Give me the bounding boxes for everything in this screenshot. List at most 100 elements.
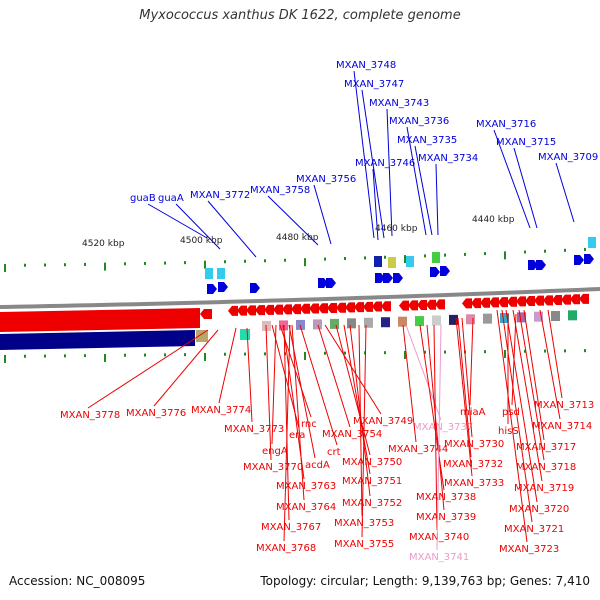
tick-mark-bottom bbox=[384, 351, 386, 355]
annotation-box bbox=[568, 310, 577, 321]
leader-line-top bbox=[207, 200, 257, 258]
tick-mark-top bbox=[524, 250, 526, 254]
leader-line-bottom bbox=[455, 317, 473, 477]
leader-line-bottom bbox=[469, 317, 474, 406]
leader-line-bottom bbox=[436, 324, 442, 551]
gene-label-top: MXAN_3772 bbox=[190, 190, 250, 201]
leader-line-bottom bbox=[324, 324, 382, 415]
tick-mark-top bbox=[124, 262, 126, 266]
annotation-box bbox=[205, 268, 213, 279]
gene-label-bottom: miaA bbox=[460, 407, 486, 418]
gene-label-bottom: acdA bbox=[305, 460, 330, 471]
tick-mark-bottom bbox=[244, 352, 246, 356]
reverse-gene-arrow bbox=[273, 304, 283, 315]
annotation-box bbox=[388, 257, 396, 268]
tick-mark-top bbox=[84, 262, 86, 266]
tick-mark-top bbox=[224, 260, 226, 264]
leader-line-bottom bbox=[457, 317, 472, 458]
tick-mark-bottom bbox=[424, 350, 426, 354]
tick-mark-bottom bbox=[504, 349, 506, 358]
gene-label-bottom: MXAN_3770 bbox=[243, 462, 303, 473]
gene-label-bottom: MXAN_3723 bbox=[499, 544, 559, 555]
gene-label-top: MXAN_3758 bbox=[250, 185, 310, 196]
scale-tick-label: 4500 kbp bbox=[180, 236, 223, 246]
annotation-box bbox=[240, 329, 250, 340]
reverse-gene-arrow bbox=[516, 296, 526, 307]
forward-gene-arrow bbox=[326, 278, 336, 288]
gene-label-top: MXAN_3735 bbox=[397, 135, 457, 146]
tick-mark-bottom bbox=[144, 353, 146, 357]
gene-label-top: MXAN_3747 bbox=[344, 79, 404, 90]
reverse-gene-arrow bbox=[525, 296, 535, 307]
gene-label-bottom: MXAN_3751 bbox=[342, 476, 402, 487]
annotation-box bbox=[588, 237, 596, 248]
annotation-box bbox=[347, 318, 356, 329]
leader-line-top bbox=[147, 203, 208, 239]
tick-mark-top bbox=[204, 260, 206, 269]
reverse-gene-arrow bbox=[471, 298, 481, 309]
gene-label-bottom: MXAN_3717 bbox=[516, 442, 576, 453]
gene-label-top: MXAN_3734 bbox=[418, 153, 478, 164]
leader-line-bottom bbox=[361, 324, 367, 538]
gene-label-bottom: MXAN_3733 bbox=[444, 478, 504, 489]
gene-label-bottom: MXAN_3718 bbox=[516, 462, 576, 473]
reverse-gene-arrow bbox=[237, 305, 247, 316]
tick-mark-bottom bbox=[44, 354, 46, 358]
leader-line-bottom bbox=[523, 309, 545, 441]
gene-label-bottom: MXAN_3741 bbox=[409, 552, 469, 563]
tick-mark-top bbox=[184, 261, 186, 265]
tick-mark-top bbox=[544, 249, 546, 253]
annotation-box bbox=[517, 312, 526, 323]
reverse-gene-arrow bbox=[462, 298, 472, 309]
tick-mark-bottom bbox=[344, 351, 346, 355]
annotation-box bbox=[398, 316, 407, 327]
gene-label-bottom: MXAN_3739 bbox=[416, 512, 476, 523]
tick-mark-top bbox=[264, 259, 266, 263]
reverse-gene-arrow bbox=[417, 300, 427, 311]
annotation-box bbox=[374, 256, 382, 267]
tick-mark-top bbox=[64, 263, 66, 267]
leader-line-bottom bbox=[317, 324, 351, 428]
tick-mark-bottom bbox=[524, 349, 526, 353]
gene-label-top: MXAN_3746 bbox=[355, 158, 415, 169]
reverse-gene-arrow bbox=[246, 305, 256, 316]
tick-mark-bottom bbox=[104, 353, 106, 362]
gene-label-bottom: MXAN_3744 bbox=[388, 444, 448, 455]
reverse-gene-arrow bbox=[561, 294, 571, 305]
tick-mark-top bbox=[464, 252, 466, 256]
tick-mark-bottom bbox=[404, 350, 406, 359]
gene-label-top: MXAN_3743 bbox=[369, 98, 429, 109]
reverse-gene-arrow bbox=[507, 296, 517, 307]
forward-gene-arrow bbox=[440, 266, 450, 276]
tick-mark-bottom bbox=[544, 349, 546, 353]
leader-line-bottom bbox=[512, 309, 543, 482]
leader-line-bottom bbox=[402, 324, 417, 443]
leader-line-bottom bbox=[291, 324, 305, 501]
tick-mark-bottom bbox=[444, 350, 446, 354]
gene-label-bottom: MXAN_3730 bbox=[444, 439, 504, 450]
tick-mark-bottom bbox=[224, 352, 226, 356]
tick-mark-top bbox=[484, 252, 486, 256]
leader-line-top bbox=[361, 89, 385, 239]
leader-line-top bbox=[353, 70, 375, 239]
annotation-box bbox=[313, 319, 322, 330]
reverse-gene-arrow bbox=[489, 297, 499, 308]
gene-label-bottom: MXAN_3767 bbox=[261, 522, 321, 533]
tick-mark-top bbox=[244, 259, 246, 263]
tick-mark-top bbox=[284, 258, 286, 262]
gene-label-bottom: MXAN_3754 bbox=[322, 429, 382, 440]
reverse-gene-arrow bbox=[318, 303, 328, 314]
tick-mark-top bbox=[504, 251, 506, 260]
annotation-box bbox=[483, 313, 492, 324]
reverse-gene-arrow bbox=[354, 302, 364, 313]
tick-mark-top bbox=[564, 248, 566, 252]
reverse-strand-bar bbox=[0, 308, 200, 332]
leader-line-top bbox=[175, 203, 221, 250]
reverse-gene-arrow bbox=[228, 305, 238, 316]
leader-line-bottom bbox=[246, 327, 253, 423]
forward-gene-arrow bbox=[218, 282, 228, 292]
leader-line-bottom bbox=[153, 329, 219, 407]
leader-line-top bbox=[555, 162, 575, 223]
tick-mark-bottom bbox=[84, 354, 86, 358]
